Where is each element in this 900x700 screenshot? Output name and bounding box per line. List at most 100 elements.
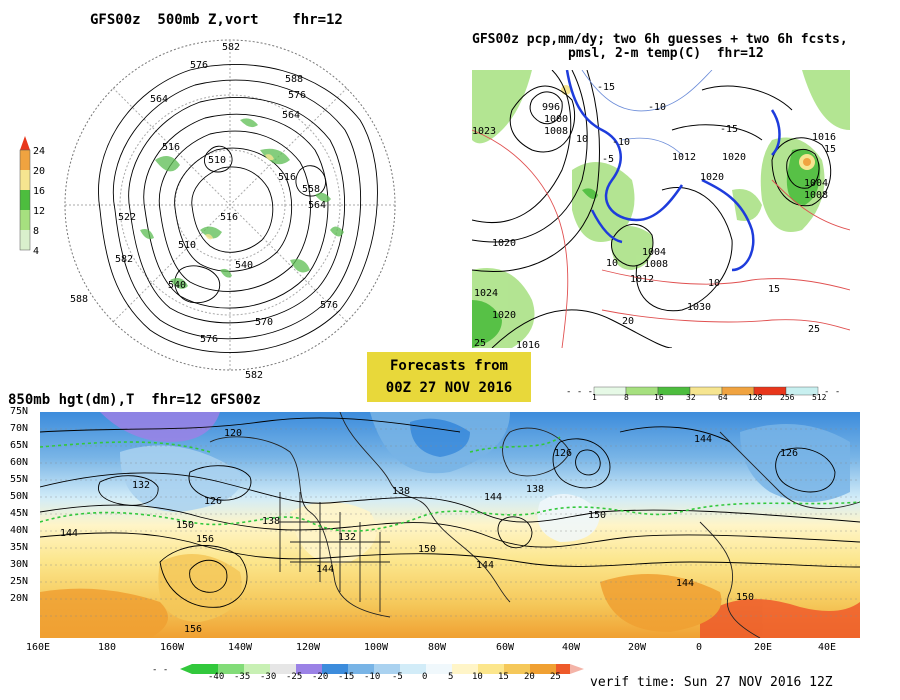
- lat-label: 20N: [10, 593, 29, 604]
- svg-text:570: 570: [255, 317, 273, 328]
- temp-scale-label: 25: [550, 672, 561, 682]
- svg-text:10: 10: [708, 278, 720, 289]
- svg-text:144: 144: [694, 434, 712, 445]
- lon-label: 20W: [628, 642, 647, 653]
- svg-text:1020: 1020: [700, 172, 724, 183]
- temp-scale-label: 10: [472, 672, 483, 682]
- lat-label: 55N: [10, 474, 29, 485]
- svg-text:1023: 1023: [472, 126, 496, 137]
- verif-time: verif time: Sun 27 NOV 2016 12Z: [590, 675, 833, 690]
- temp-scale-label: 5: [448, 672, 454, 682]
- vort-scale-label-16: 16: [33, 186, 46, 197]
- temp-scale-label: 15: [498, 672, 509, 682]
- svg-text:1020: 1020: [492, 310, 516, 321]
- lon-label: 180: [98, 642, 117, 653]
- svg-text:10: 10: [606, 258, 618, 269]
- svg-text:144: 144: [60, 528, 78, 539]
- lon-label: 80W: [428, 642, 447, 653]
- svg-text:576: 576: [320, 300, 338, 311]
- vort-scale-label-4: 4: [33, 246, 40, 257]
- svg-text:10: 10: [576, 134, 588, 145]
- panel-500mb-title: GFS00z 500mb Z,vort fhr=12: [90, 12, 343, 28]
- lon-label: 60W: [496, 642, 515, 653]
- lat-label: 65N: [10, 440, 29, 451]
- svg-text:1000: 1000: [544, 114, 568, 125]
- temp-scale-label: 20: [524, 672, 535, 682]
- precip-scale-label: 32: [686, 393, 696, 402]
- precip-scale-label: 1: [592, 393, 597, 402]
- svg-text:1016: 1016: [516, 340, 540, 348]
- vort-scale-label-24: 24: [33, 146, 46, 157]
- lon-label: 100W: [364, 642, 389, 653]
- polar-500mb-map: 582 576 588 576 564 564 516 510 516 558 …: [64, 39, 396, 380]
- precip-scale-label: 64: [718, 393, 728, 402]
- svg-text:522: 522: [118, 212, 136, 223]
- temp-scale-label: -35: [234, 672, 251, 682]
- forecast-banner-line2: 00Z 27 NOV 2016: [385, 380, 513, 396]
- precip-scale-label: 8: [624, 393, 629, 402]
- svg-text:1016: 1016: [812, 132, 836, 143]
- lat-label: 60N: [10, 457, 29, 468]
- svg-text:25: 25: [474, 338, 486, 348]
- precip-scale-label: 256: [780, 393, 795, 402]
- svg-text:-15: -15: [597, 82, 615, 93]
- svg-text:576: 576: [288, 90, 306, 101]
- lon-label: 120W: [296, 642, 321, 653]
- svg-text:516: 516: [278, 172, 296, 183]
- temp-scale-label: -40: [208, 672, 225, 682]
- vort-scale-label-8: 8: [33, 226, 40, 237]
- svg-text:588: 588: [70, 294, 88, 305]
- svg-text:15: 15: [824, 144, 836, 155]
- lon-label: 160E: [26, 642, 51, 653]
- temp-scale-label: -30: [260, 672, 277, 682]
- svg-text:1008: 1008: [804, 190, 828, 201]
- svg-text:144: 144: [476, 560, 494, 571]
- lat-label: 45N: [10, 508, 29, 519]
- svg-text:1012: 1012: [672, 152, 696, 163]
- svg-text:516: 516: [220, 212, 238, 223]
- forecast-banner-line1: Forecasts from: [389, 358, 508, 374]
- svg-text:15: 15: [768, 284, 780, 295]
- lon-label: 40W: [562, 642, 581, 653]
- svg-text:- -: - -: [152, 665, 168, 675]
- svg-text:- -: - -: [824, 387, 840, 397]
- svg-text:-10: -10: [648, 102, 666, 113]
- vort-scale-label-12: 12: [33, 206, 46, 217]
- svg-text:1024: 1024: [474, 288, 498, 299]
- panel-850mb-title: 850mb hgt(dm),T fhr=12 GFS00z: [8, 392, 261, 408]
- lon-label: 0: [696, 642, 703, 653]
- lat-label: 50N: [10, 491, 29, 502]
- temp-scale: - - -40 -35 -30 -25 -20 -15 -10 -5 0 5 1…: [152, 660, 602, 686]
- svg-text:150: 150: [418, 544, 436, 555]
- svg-text:510: 510: [208, 155, 226, 166]
- svg-text:126: 126: [554, 448, 572, 459]
- svg-text:1004: 1004: [642, 247, 666, 258]
- svg-text:540: 540: [168, 280, 186, 291]
- svg-text:-15: -15: [720, 124, 738, 135]
- svg-text:138: 138: [526, 484, 544, 495]
- lat-label: 70N: [10, 423, 29, 434]
- svg-text:540: 540: [235, 260, 253, 271]
- forecast-banner: Forecasts from 00Z 27 NOV 2016: [367, 352, 531, 402]
- svg-text:156: 156: [196, 534, 214, 545]
- svg-text:126: 126: [780, 448, 798, 459]
- svg-text:144: 144: [676, 578, 694, 589]
- svg-text:510: 510: [178, 240, 196, 251]
- svg-text:150: 150: [736, 592, 754, 603]
- svg-text:150: 150: [588, 510, 606, 521]
- svg-text:144: 144: [484, 492, 502, 503]
- svg-text:588: 588: [285, 74, 303, 85]
- lon-label: 40E: [818, 642, 837, 653]
- svg-text:564: 564: [282, 110, 300, 121]
- svg-text:576: 576: [200, 334, 218, 345]
- temp-scale-label: -20: [312, 672, 329, 682]
- svg-text:126: 126: [204, 496, 222, 507]
- svg-text:120: 120: [224, 428, 242, 439]
- lat-label: 35N: [10, 542, 29, 553]
- panel-precip-title-line2: pmsl, 2-m temp(C) fhr=12: [568, 46, 764, 61]
- lat-label: 75N: [10, 406, 29, 417]
- svg-text:132: 132: [338, 532, 356, 543]
- svg-text:1020: 1020: [722, 152, 746, 163]
- vort-scale-label-20: 20: [33, 166, 46, 177]
- temp-scale-label: -25: [286, 672, 303, 682]
